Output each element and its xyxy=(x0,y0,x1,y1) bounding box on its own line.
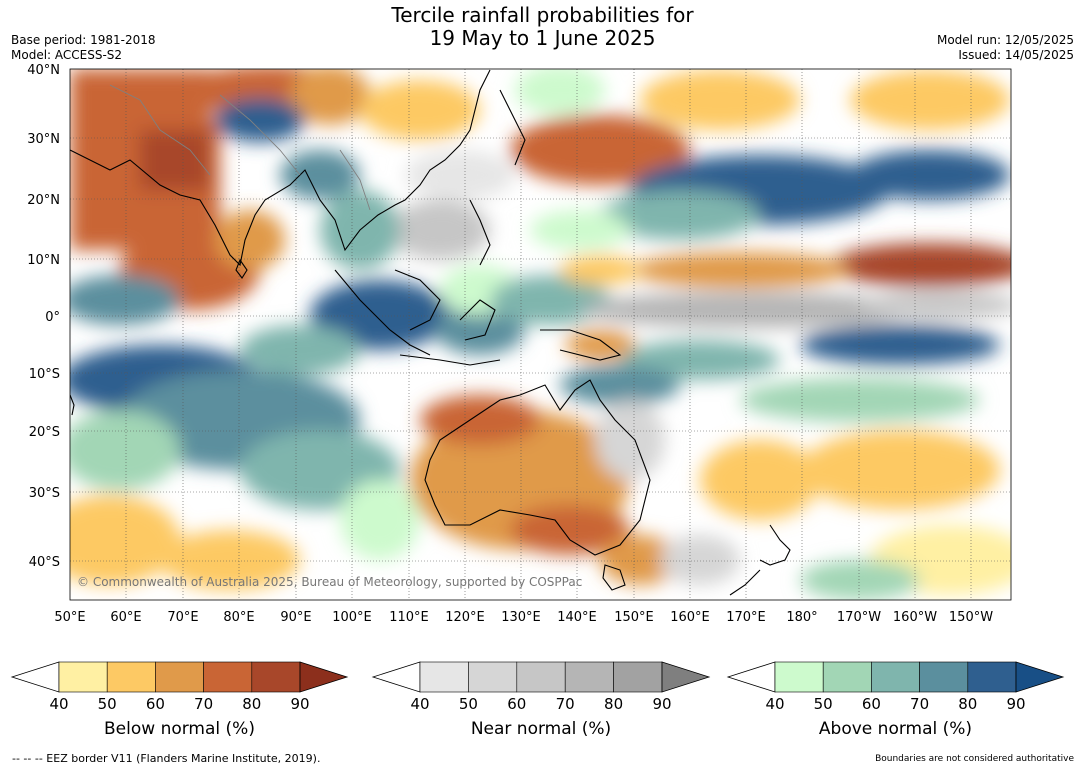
colorbar-extend-high xyxy=(299,661,349,693)
colorbar-tick-label: 80 xyxy=(604,695,623,713)
colorbar-extend-low xyxy=(10,661,60,693)
lon-label: 170°E xyxy=(726,610,766,625)
map-frame xyxy=(69,68,1012,601)
lon-label: 160°E xyxy=(670,610,710,625)
boundaries-disclaimer: Boundaries are not considered authoritat… xyxy=(875,754,1074,764)
model-name: Model: ACCESS-S2 xyxy=(11,48,123,62)
model-run: Model run: 12/05/2025 xyxy=(936,33,1074,47)
probability-field xyxy=(70,69,1011,600)
lat-label: 10°S xyxy=(29,367,60,382)
latitude-labels: 40°N 30°N 20°N 10°N 0° 10°S 20°S 30°S 40… xyxy=(27,63,60,570)
colorbar-segment xyxy=(106,661,156,693)
colorbar-extend-high xyxy=(661,661,711,693)
lon-label: 140°E xyxy=(557,610,597,625)
map-gridlines xyxy=(70,69,1011,600)
lat-label: 30°S xyxy=(29,486,60,501)
lon-label: 90°E xyxy=(280,610,311,625)
colorbar-segment xyxy=(58,661,108,693)
lat-label: 10°N xyxy=(27,253,60,268)
lat-label: 20°N xyxy=(27,193,60,208)
colorbar-tick-label: 40 xyxy=(765,695,784,713)
colorbar-tick-label: 50 xyxy=(459,695,478,713)
colorbar-segment xyxy=(822,661,872,693)
colorbar-segment xyxy=(468,661,518,693)
colorbar-tick-label: 40 xyxy=(49,695,68,713)
colorbar-tick-label: 60 xyxy=(507,695,526,713)
colorbar-segment xyxy=(871,661,920,693)
lat-label: 0° xyxy=(45,310,60,325)
colorbar-title-below: Below normal (%) xyxy=(104,719,255,739)
eez-border-note: -- -- -- EEZ border V11 (Flanders Marine… xyxy=(12,752,321,765)
lat-label: 30°N xyxy=(27,132,60,147)
issued-date: Issued: 14/05/2025 xyxy=(958,48,1074,62)
colorbar-tick-label: 60 xyxy=(146,695,165,713)
lon-label: 150°E xyxy=(614,610,654,625)
colorbar-segment xyxy=(155,661,204,693)
country-borders xyxy=(109,84,371,211)
colorbar-tick-label: 50 xyxy=(814,695,833,713)
colorbar-segment xyxy=(516,661,566,693)
lon-label: 100°E xyxy=(332,610,372,625)
longitude-labels: 50°E 60°E 70°E 80°E 90°E 100°E 110°E 120… xyxy=(54,610,993,625)
colorbar-tick-label: 80 xyxy=(242,695,261,713)
lon-label: 60°E xyxy=(110,610,141,625)
colorbar-tick-label: 70 xyxy=(194,695,213,713)
chart-title-line2: 19 May to 1 June 2025 xyxy=(429,26,656,50)
colorbar-tick-label: 90 xyxy=(290,695,309,713)
colorbar-segment xyxy=(613,661,663,693)
colorbar-title-above: Above normal (%) xyxy=(818,719,973,739)
lat-label: 40°S xyxy=(29,555,60,570)
lon-label: 80°E xyxy=(223,610,254,625)
colorbar-tick-label: 90 xyxy=(1006,695,1025,713)
lat-label: 20°S xyxy=(29,425,60,440)
lon-label: 130°E xyxy=(501,610,541,625)
colorbar-tick-label: 60 xyxy=(862,695,881,713)
colorbar-segment xyxy=(419,661,469,693)
chart-title-line1: Tercile rainfall probabilities for xyxy=(391,3,694,27)
colorbar-near: 40 50 60 70 80 90 xyxy=(371,661,711,713)
colorbar-segment xyxy=(564,661,614,693)
colorbar-tick-label: 90 xyxy=(652,695,671,713)
lon-label: 50°E xyxy=(54,610,85,625)
lon-label: 170°W xyxy=(837,610,881,625)
colorbar-tick-label: 70 xyxy=(556,695,575,713)
lon-label: 70°E xyxy=(167,610,198,625)
colorbar-tick-label: 80 xyxy=(958,695,977,713)
colorbar-segment xyxy=(251,661,301,693)
colorbar-extend-low xyxy=(371,661,421,693)
colorbar-tick-label: 70 xyxy=(910,695,929,713)
colorbar-above: 40 50 60 70 80 90 xyxy=(726,661,1065,713)
colorbar-segment xyxy=(203,661,253,693)
lon-label: 150°W xyxy=(949,610,993,625)
colorbar-extend-high xyxy=(1015,661,1065,693)
colorbar-below: 40 50 60 70 80 90 xyxy=(10,661,349,713)
base-period: Base period: 1981-2018 xyxy=(11,33,156,47)
colorbar-tick-label: 40 xyxy=(410,695,429,713)
lat-label: 40°N xyxy=(27,63,60,78)
colorbar-segment xyxy=(774,661,824,693)
lon-label: 110°E xyxy=(389,610,429,625)
coastlines xyxy=(70,69,791,596)
lon-label: 120°E xyxy=(445,610,485,625)
colorbar-title-near: Near normal (%) xyxy=(470,719,612,739)
lon-label: 180° xyxy=(786,610,817,625)
colorbar-segment xyxy=(967,661,1017,693)
colorbar-tick-label: 50 xyxy=(98,695,117,713)
map-panel: © Commonwealth of Australia 2025, Bureau… xyxy=(70,69,1011,600)
colorbar-segment xyxy=(919,661,969,693)
colorbar-extend-low xyxy=(726,661,776,693)
copyright-note: © Commonwealth of Australia 2025, Bureau… xyxy=(77,575,582,589)
lon-label: 160°W xyxy=(893,610,937,625)
